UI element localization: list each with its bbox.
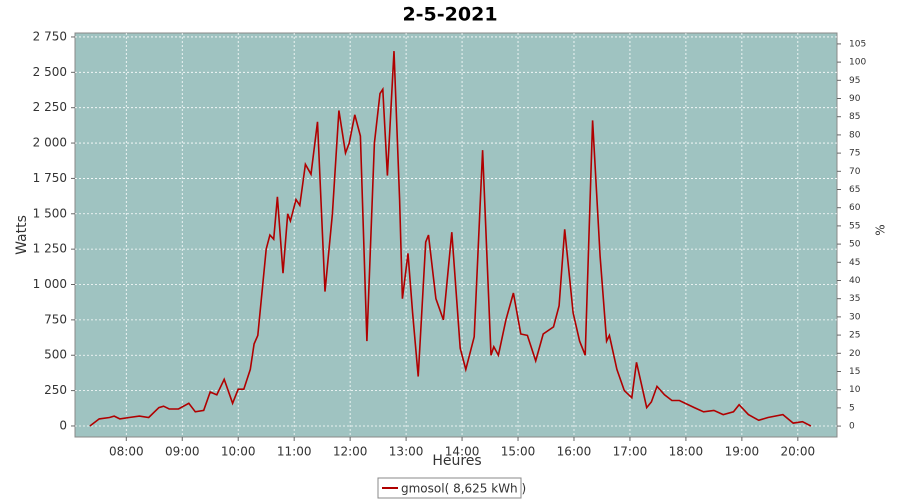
y2-tick-label: 85 xyxy=(849,112,860,122)
y-tick-label: 1 750 xyxy=(33,171,67,185)
y-tick-label: 1 250 xyxy=(33,242,67,256)
plot-area xyxy=(74,32,838,438)
x-tick-label: 20:00 xyxy=(781,445,816,459)
y-axis-label: Watts xyxy=(14,215,30,255)
x-tick-label: 17:00 xyxy=(613,445,648,459)
y2-tick-label: 15 xyxy=(849,367,860,377)
chart-title: 2-5-2021 xyxy=(402,4,497,26)
y2-tick-label: 80 xyxy=(849,130,861,140)
y-tick-label: 500 xyxy=(44,348,67,362)
y-tick-label: 1 000 xyxy=(33,277,67,291)
y2-axis-label: % xyxy=(874,224,888,235)
x-tick-label: 14:00 xyxy=(445,445,480,459)
y-tick-label: 2 000 xyxy=(33,136,67,150)
y-tick-label: 1 500 xyxy=(33,206,67,220)
data-line xyxy=(89,51,812,427)
y2-tick-label: 40 xyxy=(849,276,861,286)
x-tick-label: 18:00 xyxy=(669,445,704,459)
y2-tick-label: 30 xyxy=(849,312,861,322)
x-axis-label: Heures xyxy=(432,453,481,469)
y2-tick-label: 55 xyxy=(849,221,860,231)
x-tick-label: 09:00 xyxy=(165,445,200,459)
y2-tick-label: 5 xyxy=(849,403,855,413)
y2-tick-label: 60 xyxy=(849,203,861,213)
x-tick-label: 11:00 xyxy=(277,445,312,459)
y2-tick-label: 70 xyxy=(849,167,861,177)
y-tick-label: 2 500 xyxy=(33,65,67,79)
x-tick-label: 10:00 xyxy=(221,445,256,459)
y2-tick-label: 100 xyxy=(849,58,866,68)
y2-tick-label: 75 xyxy=(849,149,860,159)
y-tick-label: 250 xyxy=(44,383,67,397)
x-tick-label: 12:00 xyxy=(333,445,368,459)
legend-box xyxy=(377,477,522,499)
y2-tick-label: 105 xyxy=(849,39,866,49)
y2-tick-label: 25 xyxy=(849,331,860,341)
y2-tick-label: 65 xyxy=(849,185,860,195)
y2-tick-label: 95 xyxy=(849,76,860,86)
y2-tick-label: 45 xyxy=(849,258,860,268)
y2-tick-label: 50 xyxy=(849,240,861,250)
legend-label: gmosol( 8,625 kWh ) xyxy=(401,482,526,496)
y-tick-label: 0 xyxy=(59,418,67,432)
x-tick-label: 16:00 xyxy=(557,445,592,459)
x-tick-label: 13:00 xyxy=(389,445,424,459)
y2-tick-label: 90 xyxy=(849,94,861,104)
x-tick-label: 08:00 xyxy=(109,445,144,459)
y2-tick-label: 10 xyxy=(849,385,861,395)
y-tick-label: 2 250 xyxy=(33,100,67,114)
x-tick-label: 19:00 xyxy=(725,445,760,459)
y-tick-label: 2 750 xyxy=(33,29,67,43)
y2-tick-label: 20 xyxy=(849,349,861,359)
y2-tick-label: 35 xyxy=(849,294,860,304)
y2-tick-label: 0 xyxy=(849,422,855,432)
y-tick-label: 750 xyxy=(44,312,67,326)
x-tick-label: 15:00 xyxy=(501,445,536,459)
